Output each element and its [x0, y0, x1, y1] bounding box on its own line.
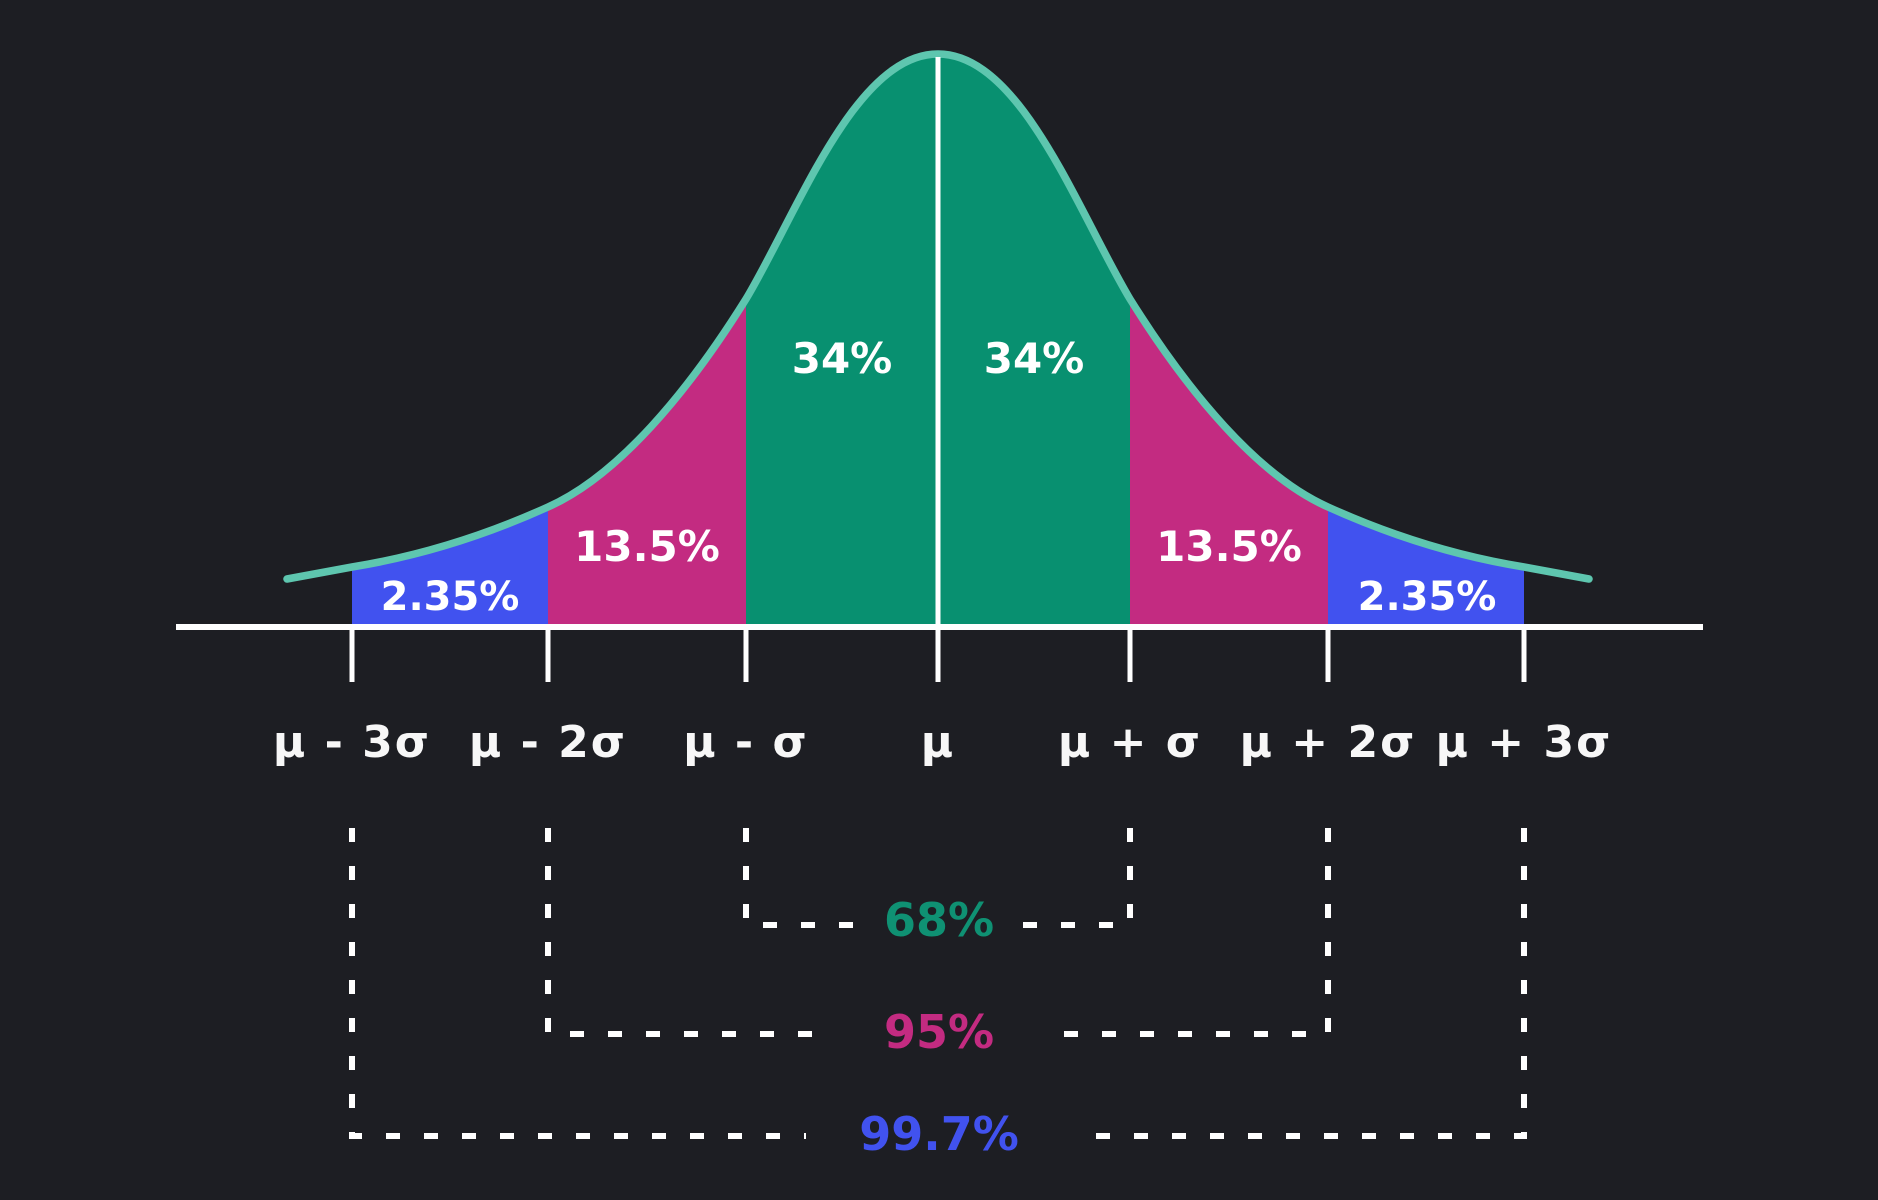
tick-label-mu-minus-2sigma: μ - 2σ — [469, 717, 627, 768]
mean-line — [935, 57, 941, 624]
region-label-34-left: 34% — [792, 334, 893, 383]
bell-curve-outline — [283, 50, 1593, 583]
region-label-2-35-right: 2.35% — [1358, 574, 1497, 620]
tick-mu-minus-3sigma — [349, 630, 355, 682]
tick-mu — [935, 630, 941, 682]
tick-mu-plus-2sigma — [1325, 630, 1331, 682]
bracket-68-right-line — [1020, 828, 1133, 928]
region-percent-labels: 2.35% 13.5% 34% 34% 13.5% 2.35% — [381, 334, 1497, 620]
x-axis — [176, 624, 1703, 682]
tick-label-mu: μ — [921, 717, 955, 768]
region-label-13-5-right: 13.5% — [1156, 522, 1302, 571]
tick-mu-plus-sigma — [1127, 630, 1133, 682]
region-label-2-35-left: 2.35% — [381, 574, 520, 620]
region-label-13-5-left: 13.5% — [574, 522, 720, 571]
bracket-95-left-line — [545, 828, 812, 1037]
tick-label-mu-minus-sigma: μ - σ — [683, 717, 809, 768]
bracket-997-label: 99.7% — [859, 1107, 1019, 1161]
bracket-997: 99.7% — [349, 828, 1527, 1161]
tick-label-mu-plus-3sigma: μ + 3σ — [1436, 717, 1613, 768]
bracket-68-label: 68% — [884, 893, 994, 947]
bracket-68-left-line — [743, 828, 856, 928]
bracket-68: 68% — [743, 828, 1133, 947]
tick-mu-plus-3sigma — [1521, 630, 1527, 682]
tick-label-mu-plus-2sigma: μ + 2σ — [1240, 717, 1417, 768]
bracket-997-left-line — [349, 828, 806, 1139]
bracket-95-right-line — [1064, 828, 1331, 1037]
tick-label-mu-minus-3sigma: μ - 3σ — [273, 717, 431, 768]
bracket-95: 95% — [545, 828, 1331, 1059]
bracket-997-right-line — [1072, 828, 1527, 1139]
tick-mu-minus-2sigma — [545, 630, 551, 682]
bracket-95-label: 95% — [884, 1005, 994, 1059]
x-axis-labels: μ - 3σ μ - 2σ μ - σ μ μ + σ μ + 2σ μ + 3… — [273, 717, 1613, 768]
tick-mu-minus-sigma — [743, 630, 749, 682]
tick-label-mu-plus-sigma: μ + σ — [1058, 717, 1202, 768]
x-axis-line — [176, 624, 1703, 630]
region-label-34-right: 34% — [984, 334, 1085, 383]
